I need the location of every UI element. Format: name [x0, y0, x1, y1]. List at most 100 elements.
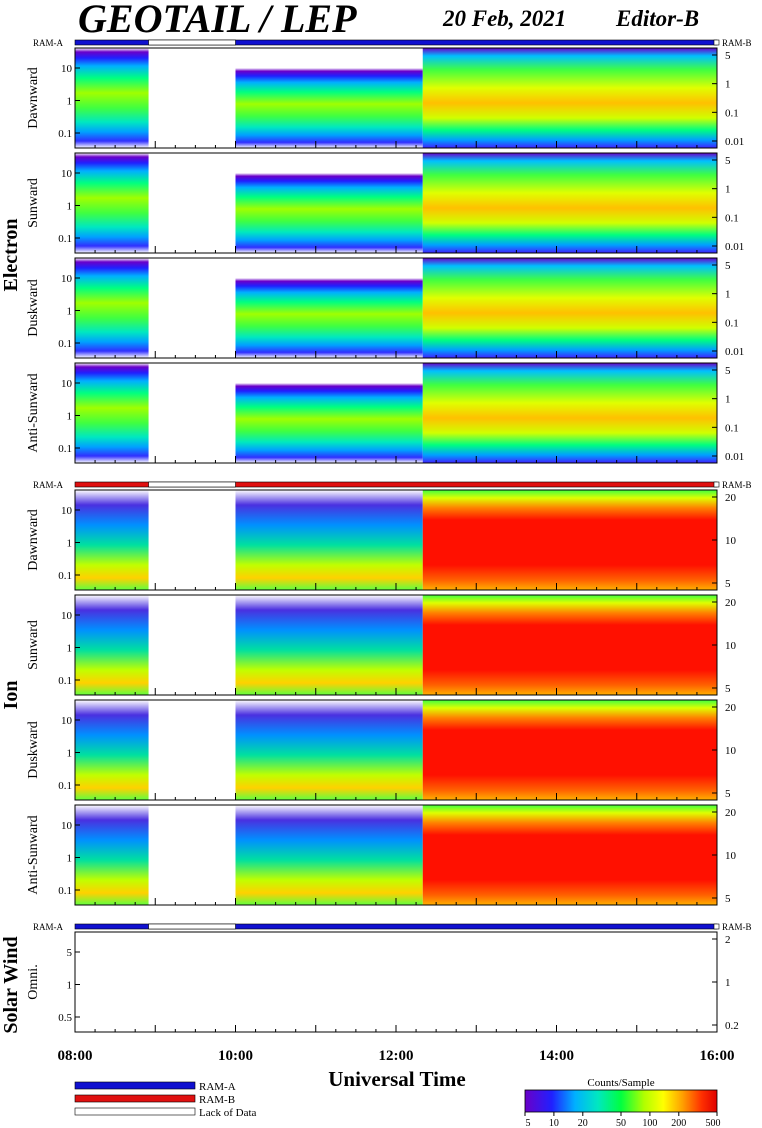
electron-right-tick-label: 0.1 [725, 317, 739, 329]
electron-right-tick-label: 1 [725, 79, 731, 91]
x-axis-title: Universal Time [328, 1067, 465, 1091]
ion-left-tick-label: 10 [61, 610, 73, 622]
legend: RAM-A RAM-B Lack of Data [74, 1081, 257, 1119]
electron-left-tick-label: 10 [61, 168, 73, 180]
electron-left-tick-label: 10 [61, 63, 73, 75]
ion-left-tick-label: 0.1 [58, 675, 72, 687]
x-tick-label: 12:00 [379, 1048, 414, 1064]
colorbar-tick-label: 100 [642, 1118, 657, 1128]
electron-left-tick-label: 1 [67, 411, 73, 423]
colorbar: Counts/Sample 5 10 20 50 100 200 500 [524, 1077, 721, 1128]
ram-b-label: RAM-B [722, 922, 752, 932]
ion-panel-2: Sunward 10 1 0.1 20 10 5 [26, 594, 737, 696]
electron-left-tick-label: 10 [61, 273, 73, 285]
electron-panel-label-4: Anti-Sunward [26, 373, 41, 452]
editor-label: Editor-B [615, 6, 699, 31]
electron-left-tick-label: 0.1 [58, 233, 72, 245]
colorbar-tick-label: 5 [526, 1118, 531, 1128]
colorbar-ticks: 5 10 20 50 100 200 500 [524, 1112, 721, 1128]
ion-right-tick-label: 5 [725, 578, 731, 590]
legend-label-ram-b: RAM-B [199, 1094, 235, 1106]
electron-right-tick-label: 0.1 [725, 107, 739, 119]
electron-panel-label-3: Duskward [26, 279, 41, 337]
x-tick-label: 14:00 [539, 1048, 574, 1064]
x-axis: 08:00 10:00 12:00 14:00 16:00 [58, 1048, 735, 1064]
legend-swatch-ram-a [74, 1081, 196, 1090]
ion-right-tick-label: 5 [725, 893, 731, 905]
electron-left-tick-label: 1 [67, 96, 73, 108]
ram-bar-electron: RAM-A RAM-B [33, 38, 752, 48]
electron-right-tick-label: 0.01 [725, 451, 744, 463]
legend-label-lack-of-data: Lack of Data [199, 1107, 257, 1119]
electron-right-tick-label: 0.01 [725, 241, 744, 253]
electron-right-tick-label: 1 [725, 184, 731, 196]
solar_wind-panel-label-1: Omni. [26, 964, 41, 999]
ion-right-tick-label: 20 [725, 597, 737, 609]
ion-panel-label-4: Anti-Sunward [26, 815, 41, 894]
electron-left-tick-label: 0.1 [58, 443, 72, 455]
ion-left-tick-label: 0.1 [58, 780, 72, 792]
colorbar-title: Counts/Sample [587, 1077, 654, 1089]
ion-right-tick-label: 20 [725, 702, 737, 714]
legend-swatch-ram-b [74, 1094, 196, 1103]
electron-left-tick-label: 10 [61, 378, 73, 390]
ion-panel-4: Anti-Sunward 10 1 0.1 20 10 5 [26, 804, 737, 906]
electron-panel-4: Anti-Sunward 10 1 0.1 5 1 0.1 0.01 [26, 362, 744, 464]
ion-right-tick-label: 10 [725, 850, 737, 862]
ion-left-tick-label: 10 [61, 715, 73, 727]
solar_wind-right-tick-label: 1 [725, 977, 731, 989]
electron-left-tick-label: 1 [67, 201, 73, 213]
electron-right-tick-label: 0.01 [725, 346, 744, 358]
electron-panel-3: Duskward 10 1 0.1 5 1 0.1 0.01 [26, 257, 744, 359]
electron-right-tick-label: 0.01 [725, 136, 744, 148]
ram-a-label: RAM-A [33, 922, 64, 932]
ion-right-tick-label: 10 [725, 535, 737, 547]
ion-right-tick-label: 20 [725, 807, 737, 819]
colorbar-tick-label: 500 [706, 1118, 721, 1128]
ion-left-tick-label: 10 [61, 820, 73, 832]
date-label: 20 Feb, 2021 [442, 6, 566, 31]
solar_wind-left-tick-label: 1 [67, 980, 73, 992]
solar_wind-right-tick-label: 2 [725, 934, 731, 946]
page-title: GEOTAIL / LEP [78, 0, 357, 41]
electron-right-tick-label: 5 [725, 50, 731, 62]
ion-right-tick-label: 5 [725, 683, 731, 695]
electron-panel-2: Sunward 10 1 0.1 5 1 0.1 0.01 [26, 152, 744, 254]
ion-panel-label-1: Dawnward [26, 509, 41, 570]
electron-right-tick-label: 0.1 [725, 212, 739, 224]
ion-right-tick-label: 20 [725, 492, 737, 504]
section-label-electron: Electron [0, 219, 22, 292]
x-tick-label: 16:00 [700, 1048, 735, 1064]
colorbar-tick-label: 20 [578, 1118, 588, 1128]
section-label-ion: Ion [0, 681, 22, 710]
ram-bar-ion: RAM-A RAM-B [33, 480, 752, 490]
ion-panel-label-2: Sunward [26, 620, 41, 670]
ion-panel-3: Duskward 10 1 0.1 20 10 5 [26, 699, 737, 801]
electron-right-tick-label: 1 [725, 394, 731, 406]
electron-right-tick-label: 5 [725, 260, 731, 272]
ion-panel-label-3: Duskward [26, 721, 41, 779]
electron-panel-label-2: Sunward [26, 178, 41, 228]
ion-right-tick-label: 10 [725, 640, 737, 652]
legend-label-ram-a: RAM-A [199, 1081, 236, 1093]
solar_wind-right-tick-label: 0.2 [725, 1020, 739, 1032]
electron-right-tick-label: 5 [725, 155, 731, 167]
electron-panel-label-1: Dawnward [26, 67, 41, 128]
colorbar-tick-label: 50 [616, 1118, 626, 1128]
ion-panel-1: Dawnward 10 1 0.1 20 10 5 [26, 489, 737, 591]
solar_wind-panel-1: Omni. 5 1 0.5 2 1 0.2 [26, 931, 739, 1033]
ion-right-tick-label: 10 [725, 745, 737, 757]
electron-right-tick-label: 1 [725, 289, 731, 301]
ram-a-label: RAM-A [33, 38, 64, 48]
electron-left-tick-label: 1 [67, 306, 73, 318]
legend-swatch-lack-of-data [74, 1107, 196, 1116]
section-label-solar-wind: Solar Wind [0, 936, 22, 1033]
colorbar-tick-label: 200 [671, 1118, 686, 1128]
electron-right-tick-label: 0.1 [725, 422, 739, 434]
ion-left-tick-label: 1 [67, 643, 73, 655]
ion-left-tick-label: 1 [67, 853, 73, 865]
ion-right-tick-label: 5 [725, 788, 731, 800]
solar_wind-left-tick-label: 0.5 [58, 1012, 72, 1024]
